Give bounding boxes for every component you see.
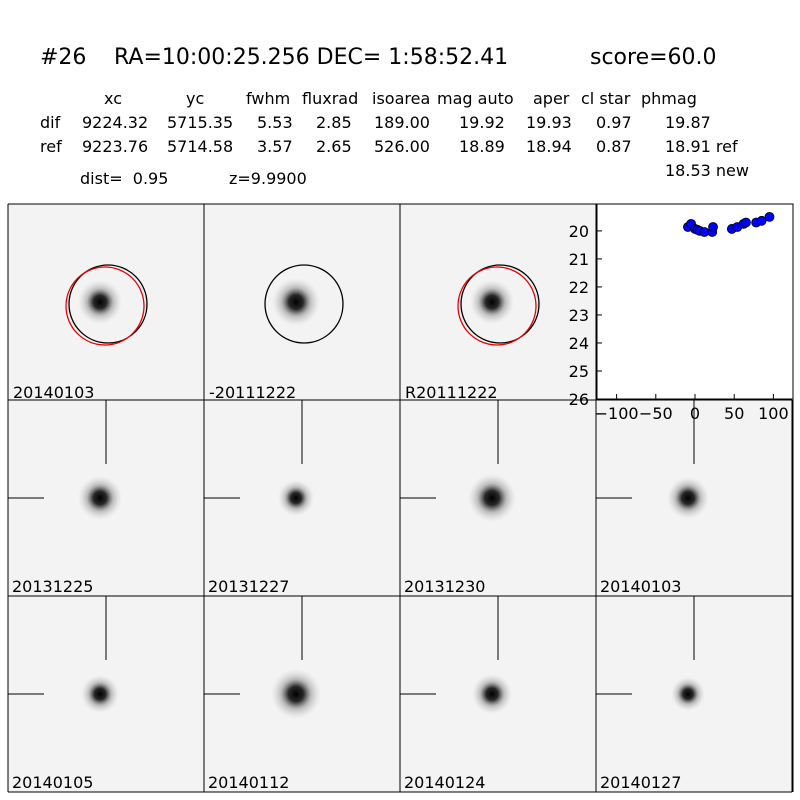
table-cell: 9224.32	[82, 113, 148, 132]
aperture	[68, 264, 148, 344]
candidate-id: #26	[40, 45, 86, 70]
column-header: mag auto	[437, 89, 514, 108]
source-blob	[272, 278, 320, 326]
stamp-label: 20140103	[600, 577, 681, 596]
table-cell: 0.87	[596, 137, 632, 156]
new-mag: 18.53 new	[665, 161, 749, 180]
column-header: xc	[104, 89, 122, 108]
stamp-label: -20111222	[209, 383, 296, 402]
data-point	[741, 217, 751, 228]
table-cell: 189.00	[374, 113, 430, 132]
score: score=60.0	[590, 45, 717, 70]
source-blob	[271, 669, 321, 719]
ref-aperture	[65, 266, 145, 346]
x-tick-label: −100	[595, 404, 639, 423]
table-cell: 19.87	[665, 113, 711, 132]
distance: dist= 0.95	[80, 169, 168, 188]
y-tick-label: 23	[569, 306, 589, 325]
stamp-label: 20140124	[404, 773, 485, 792]
source-blob	[667, 477, 709, 519]
data-point	[756, 215, 767, 226]
coordinates: RA=10:00:25.256 DEC= 1:58:52.41	[114, 45, 508, 70]
table-cell: 2.85	[316, 113, 352, 132]
source-blob	[671, 677, 705, 711]
y-tick-label: 22	[569, 278, 589, 297]
column-header: aper	[533, 89, 570, 108]
source-blob	[470, 280, 514, 324]
row-label: ref	[40, 137, 62, 156]
column-header: cl star	[581, 89, 631, 108]
y-tick-label: 25	[569, 362, 589, 381]
aperture	[264, 264, 344, 344]
column-header: phmag	[641, 89, 697, 108]
source-blob	[278, 480, 314, 516]
source-blob	[78, 476, 122, 520]
ref-aperture	[457, 266, 537, 346]
stamp-label: 20131230	[404, 577, 485, 596]
aperture	[460, 264, 540, 344]
table-cell: 18.91 ref	[665, 137, 738, 156]
stamp-label: 20140105	[12, 773, 93, 792]
plot-area	[596, 203, 794, 400]
stamp-label: R20111222	[405, 383, 498, 402]
table-cell: 5714.58	[167, 137, 233, 156]
y-tick-label: 21	[569, 250, 589, 269]
table-cell: 0.97	[596, 113, 632, 132]
table-cell: 3.57	[257, 137, 293, 156]
column-header: yc	[186, 89, 204, 108]
column-header: fluxrad	[302, 89, 358, 108]
data-point	[708, 222, 718, 232]
source-blob	[472, 674, 512, 714]
column-header: fwhm	[246, 89, 290, 108]
table-cell: 19.93	[526, 113, 572, 132]
table-cell: 18.89	[459, 137, 505, 156]
table-cell: 5715.35	[167, 113, 233, 132]
table-cell: 18.94	[526, 137, 572, 156]
table-cell: 19.92	[459, 113, 505, 132]
table-cell: 9223.76	[82, 137, 148, 156]
stamp-label: 20131225	[12, 577, 93, 596]
table-cell: 5.53	[257, 113, 293, 132]
x-tick-label: 100	[758, 404, 789, 423]
y-tick-label: 26	[569, 390, 589, 409]
x-tick-label: 0	[690, 404, 700, 423]
data-point	[764, 211, 775, 222]
column-header: isoarea	[372, 89, 430, 108]
source-blob	[81, 675, 119, 713]
row-label: dif	[40, 113, 61, 132]
x-tick-label: −50	[639, 404, 673, 423]
source-blob	[468, 474, 516, 522]
stamp-label: 20131227	[208, 577, 289, 596]
y-tick-label: 20	[569, 222, 589, 241]
redshift: z=9.9900	[229, 169, 307, 188]
stamp-label: 20140127	[600, 773, 681, 792]
stamp-label: 20140103	[13, 383, 94, 402]
table-cell: 2.65	[316, 137, 352, 156]
x-tick-label: 50	[724, 404, 744, 423]
stamp-label: 20140112	[208, 773, 289, 792]
table-cell: 526.00	[374, 137, 430, 156]
y-tick-label: 24	[569, 334, 589, 353]
source-blob	[78, 280, 122, 324]
